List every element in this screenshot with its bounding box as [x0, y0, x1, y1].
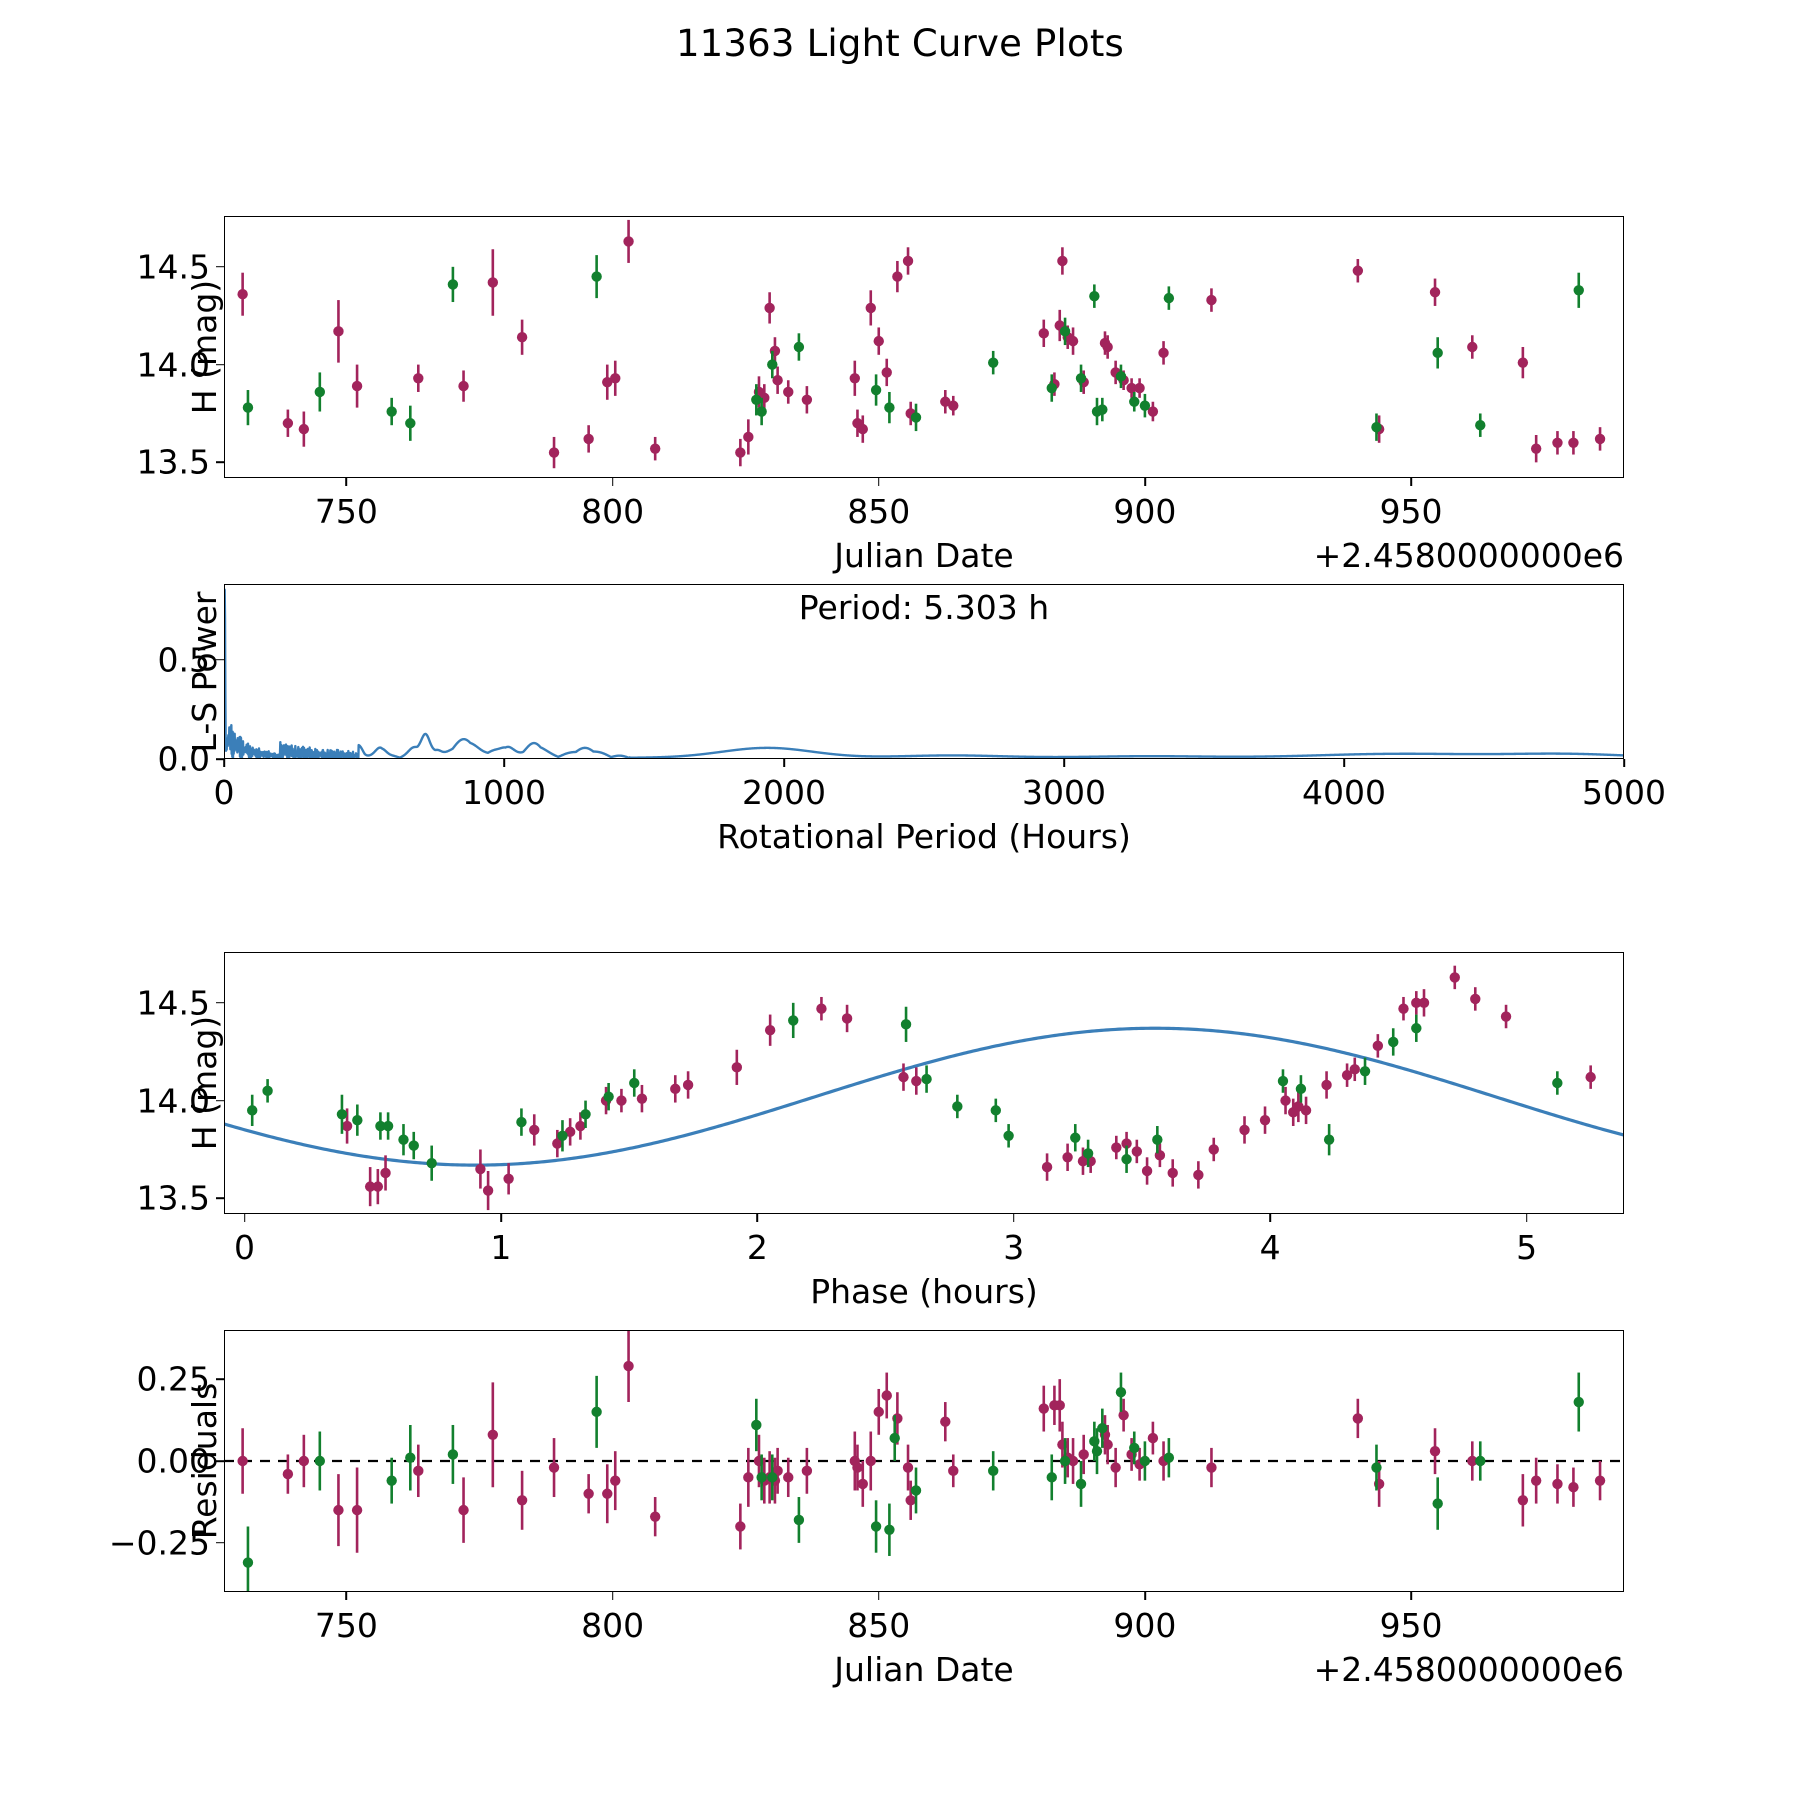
- panel-periodogram: L-S Power Rotational Period (Hours) Peri…: [158, 584, 1666, 856]
- x-tick-label: 4000: [1302, 773, 1386, 812]
- x-tick-mark: [1012, 1214, 1015, 1222]
- x-tick-mark: [1410, 478, 1412, 486]
- y-tick-label: 0.00: [136, 1441, 210, 1481]
- x-tick-label: 2: [746, 1228, 768, 1267]
- x-tick-mark: [877, 1592, 880, 1600]
- x-axis-label-periodogram: Rotational Period (Hours): [717, 817, 1131, 856]
- y-tick-label: 0.25: [136, 1359, 210, 1399]
- x-tick-label: 1000: [462, 773, 546, 812]
- plot-area-residuals: [224, 1330, 1624, 1592]
- y-tick-mark: [216, 363, 224, 366]
- plot-area-raw: [224, 216, 1624, 478]
- y-tick-label: 14.0: [136, 345, 210, 385]
- axes-frame-residuals: [224, 1330, 1624, 1592]
- x-tick-label: 2000: [742, 773, 826, 812]
- y-tick-label: 14.5: [136, 983, 210, 1023]
- x-tick-mark: [611, 478, 614, 486]
- x-tick-label: 5000: [1582, 773, 1666, 812]
- y-tick-mark: [216, 1378, 224, 1380]
- x-tick-label: 900: [1113, 492, 1177, 531]
- x-tick-mark: [1144, 1592, 1146, 1600]
- x-tick-label: 750: [314, 1606, 378, 1645]
- x-axis-label-residuals: Julian Date: [834, 1650, 1014, 1689]
- x-tick-mark: [1343, 759, 1345, 767]
- y-tick-mark: [216, 266, 224, 268]
- y-tick-label: 0.0: [157, 739, 210, 779]
- y-tick-label: 14.0: [136, 1081, 210, 1121]
- panel-raw-light-curve: H (mag) Julian Date +2.4580000000e6 750 8…: [137, 216, 1624, 575]
- y-tick-label: 0.5: [157, 640, 210, 680]
- y-tick-mark: [216, 1542, 224, 1544]
- y-tick-label: 13.5: [136, 1178, 210, 1218]
- x-tick-mark: [345, 478, 348, 486]
- y-tick-mark: [216, 1460, 224, 1462]
- x-tick-mark: [345, 1592, 348, 1600]
- x-tick-label: 900: [1113, 1606, 1177, 1645]
- x-axis-label-raw: Julian Date: [834, 536, 1014, 575]
- page-title: 11363 Light Curve Plots: [675, 22, 1125, 65]
- x-tick-label: 5: [1516, 1228, 1538, 1267]
- x-tick-label: 1: [490, 1228, 512, 1267]
- x-tick-mark: [223, 759, 225, 767]
- y-tick-mark: [216, 1099, 224, 1102]
- x-tick-label: 950: [1379, 492, 1443, 531]
- x-tick-label: 800: [581, 492, 645, 531]
- x-tick-mark: [611, 1592, 614, 1600]
- axes-frame-phase: [224, 952, 1624, 1214]
- y-tick-label: −0.25: [108, 1523, 210, 1563]
- x-tick-mark: [877, 478, 880, 486]
- x-tick-mark: [243, 1214, 246, 1222]
- x-tick-label: 750: [314, 492, 378, 531]
- x-axis-offset-raw: +2.4580000000e6: [1313, 536, 1624, 575]
- period-annotation: Period: 5.303 h: [798, 588, 1050, 627]
- axes-frame-raw: [224, 216, 1624, 478]
- panel-phase-folded: H (mag) Phase (hours) 0 1 2 3 4 5 14.5 14.0 13.5: [137, 952, 1624, 1311]
- x-tick-mark: [1144, 478, 1146, 486]
- x-tick-mark: [1269, 1214, 1271, 1222]
- x-tick-label: 950: [1379, 1606, 1443, 1645]
- x-tick-mark: [503, 759, 505, 767]
- x-tick-label: 850: [847, 492, 911, 531]
- plot-area-periodogram: [224, 584, 1624, 759]
- x-axis-label-phase: Phase (hours): [810, 1272, 1038, 1311]
- y-tick-mark: [216, 461, 224, 464]
- x-tick-mark: [1623, 759, 1625, 767]
- y-tick-label: 14.5: [136, 247, 210, 287]
- y-tick-mark: [216, 758, 224, 760]
- x-tick-mark: [500, 1214, 502, 1222]
- y-tick-mark: [216, 658, 224, 661]
- y-tick-mark: [216, 1002, 224, 1004]
- x-axis-offset-residuals: +2.4580000000e6: [1313, 1650, 1624, 1689]
- plot-area-phase: [224, 952, 1624, 1214]
- y-tick-label: 13.5: [136, 442, 210, 482]
- x-tick-label: 3000: [1022, 773, 1106, 812]
- y-tick-mark: [216, 1197, 224, 1200]
- x-tick-mark: [783, 759, 785, 767]
- x-tick-label: 0: [234, 1228, 255, 1267]
- axes-frame-periodogram: [224, 584, 1624, 759]
- x-tick-mark: [1063, 759, 1065, 767]
- x-tick-mark: [1410, 1592, 1412, 1600]
- x-tick-label: 0: [213, 773, 235, 812]
- x-tick-mark: [756, 1214, 759, 1222]
- x-tick-label: 4: [1259, 1228, 1281, 1267]
- x-tick-label: 800: [581, 1606, 645, 1645]
- panel-residuals: Residuals Julian Date +2.4580000000e6 75…: [109, 1330, 1624, 1689]
- x-tick-label: 850: [847, 1606, 911, 1645]
- x-tick-mark: [1525, 1214, 1528, 1222]
- x-tick-label: 3: [1003, 1228, 1025, 1267]
